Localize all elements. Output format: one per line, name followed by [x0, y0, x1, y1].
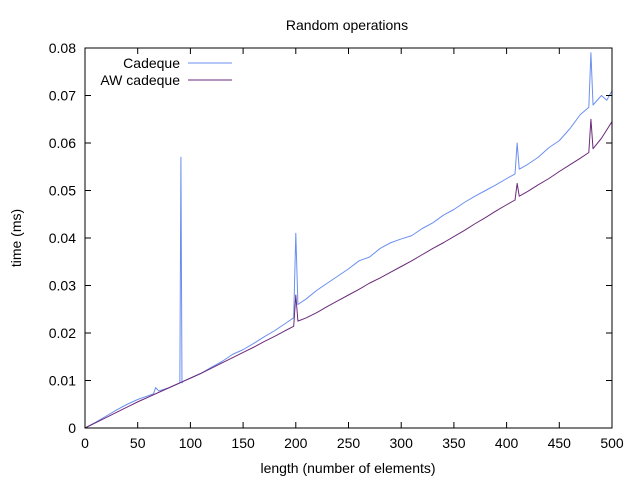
- x-axis-title: length (number of elements): [260, 460, 435, 476]
- x-tick-label: 350: [442, 435, 466, 451]
- y-tick-label: 0.03: [49, 278, 76, 294]
- plot-area: [84, 52, 613, 429]
- chart-title: Random operations: [286, 17, 408, 33]
- y-tick-label: 0.05: [49, 183, 76, 199]
- y-tick-label: 0.08: [49, 40, 76, 56]
- x-tick-label: 0: [81, 435, 89, 451]
- y-tick-label: 0.02: [49, 325, 76, 341]
- y-tick-label: 0.01: [49, 373, 76, 389]
- y-axis-title: time (ms): [8, 209, 24, 267]
- x-tick-label: 300: [390, 435, 414, 451]
- y-tick-label: 0: [68, 420, 76, 436]
- legend-label-2: AW cadeque: [100, 72, 180, 88]
- y-axis: 0 0.01 0.02 0.03 0.04 0.05 0.06 0.07 0.08: [49, 40, 612, 436]
- x-tick-label: 250: [337, 435, 361, 451]
- x-tick-label: 150: [231, 435, 255, 451]
- x-tick-label: 400: [495, 435, 519, 451]
- x-tick-label: 100: [179, 435, 203, 451]
- x-tick-label: 500: [600, 435, 624, 451]
- x-tick-label: 50: [130, 435, 146, 451]
- legend-label-1: Cadeque: [123, 55, 180, 71]
- series-line-2: [84, 118, 613, 429]
- x-tick-label: 450: [548, 435, 572, 451]
- y-tick-label: 0.04: [49, 230, 76, 246]
- x-axis: 0 50 100 150 200 250 300 350 400 450 500: [81, 48, 624, 451]
- y-tick-label: 0.07: [49, 88, 76, 104]
- x-tick-label: 200: [284, 435, 308, 451]
- y-tick-label: 0.06: [49, 135, 76, 151]
